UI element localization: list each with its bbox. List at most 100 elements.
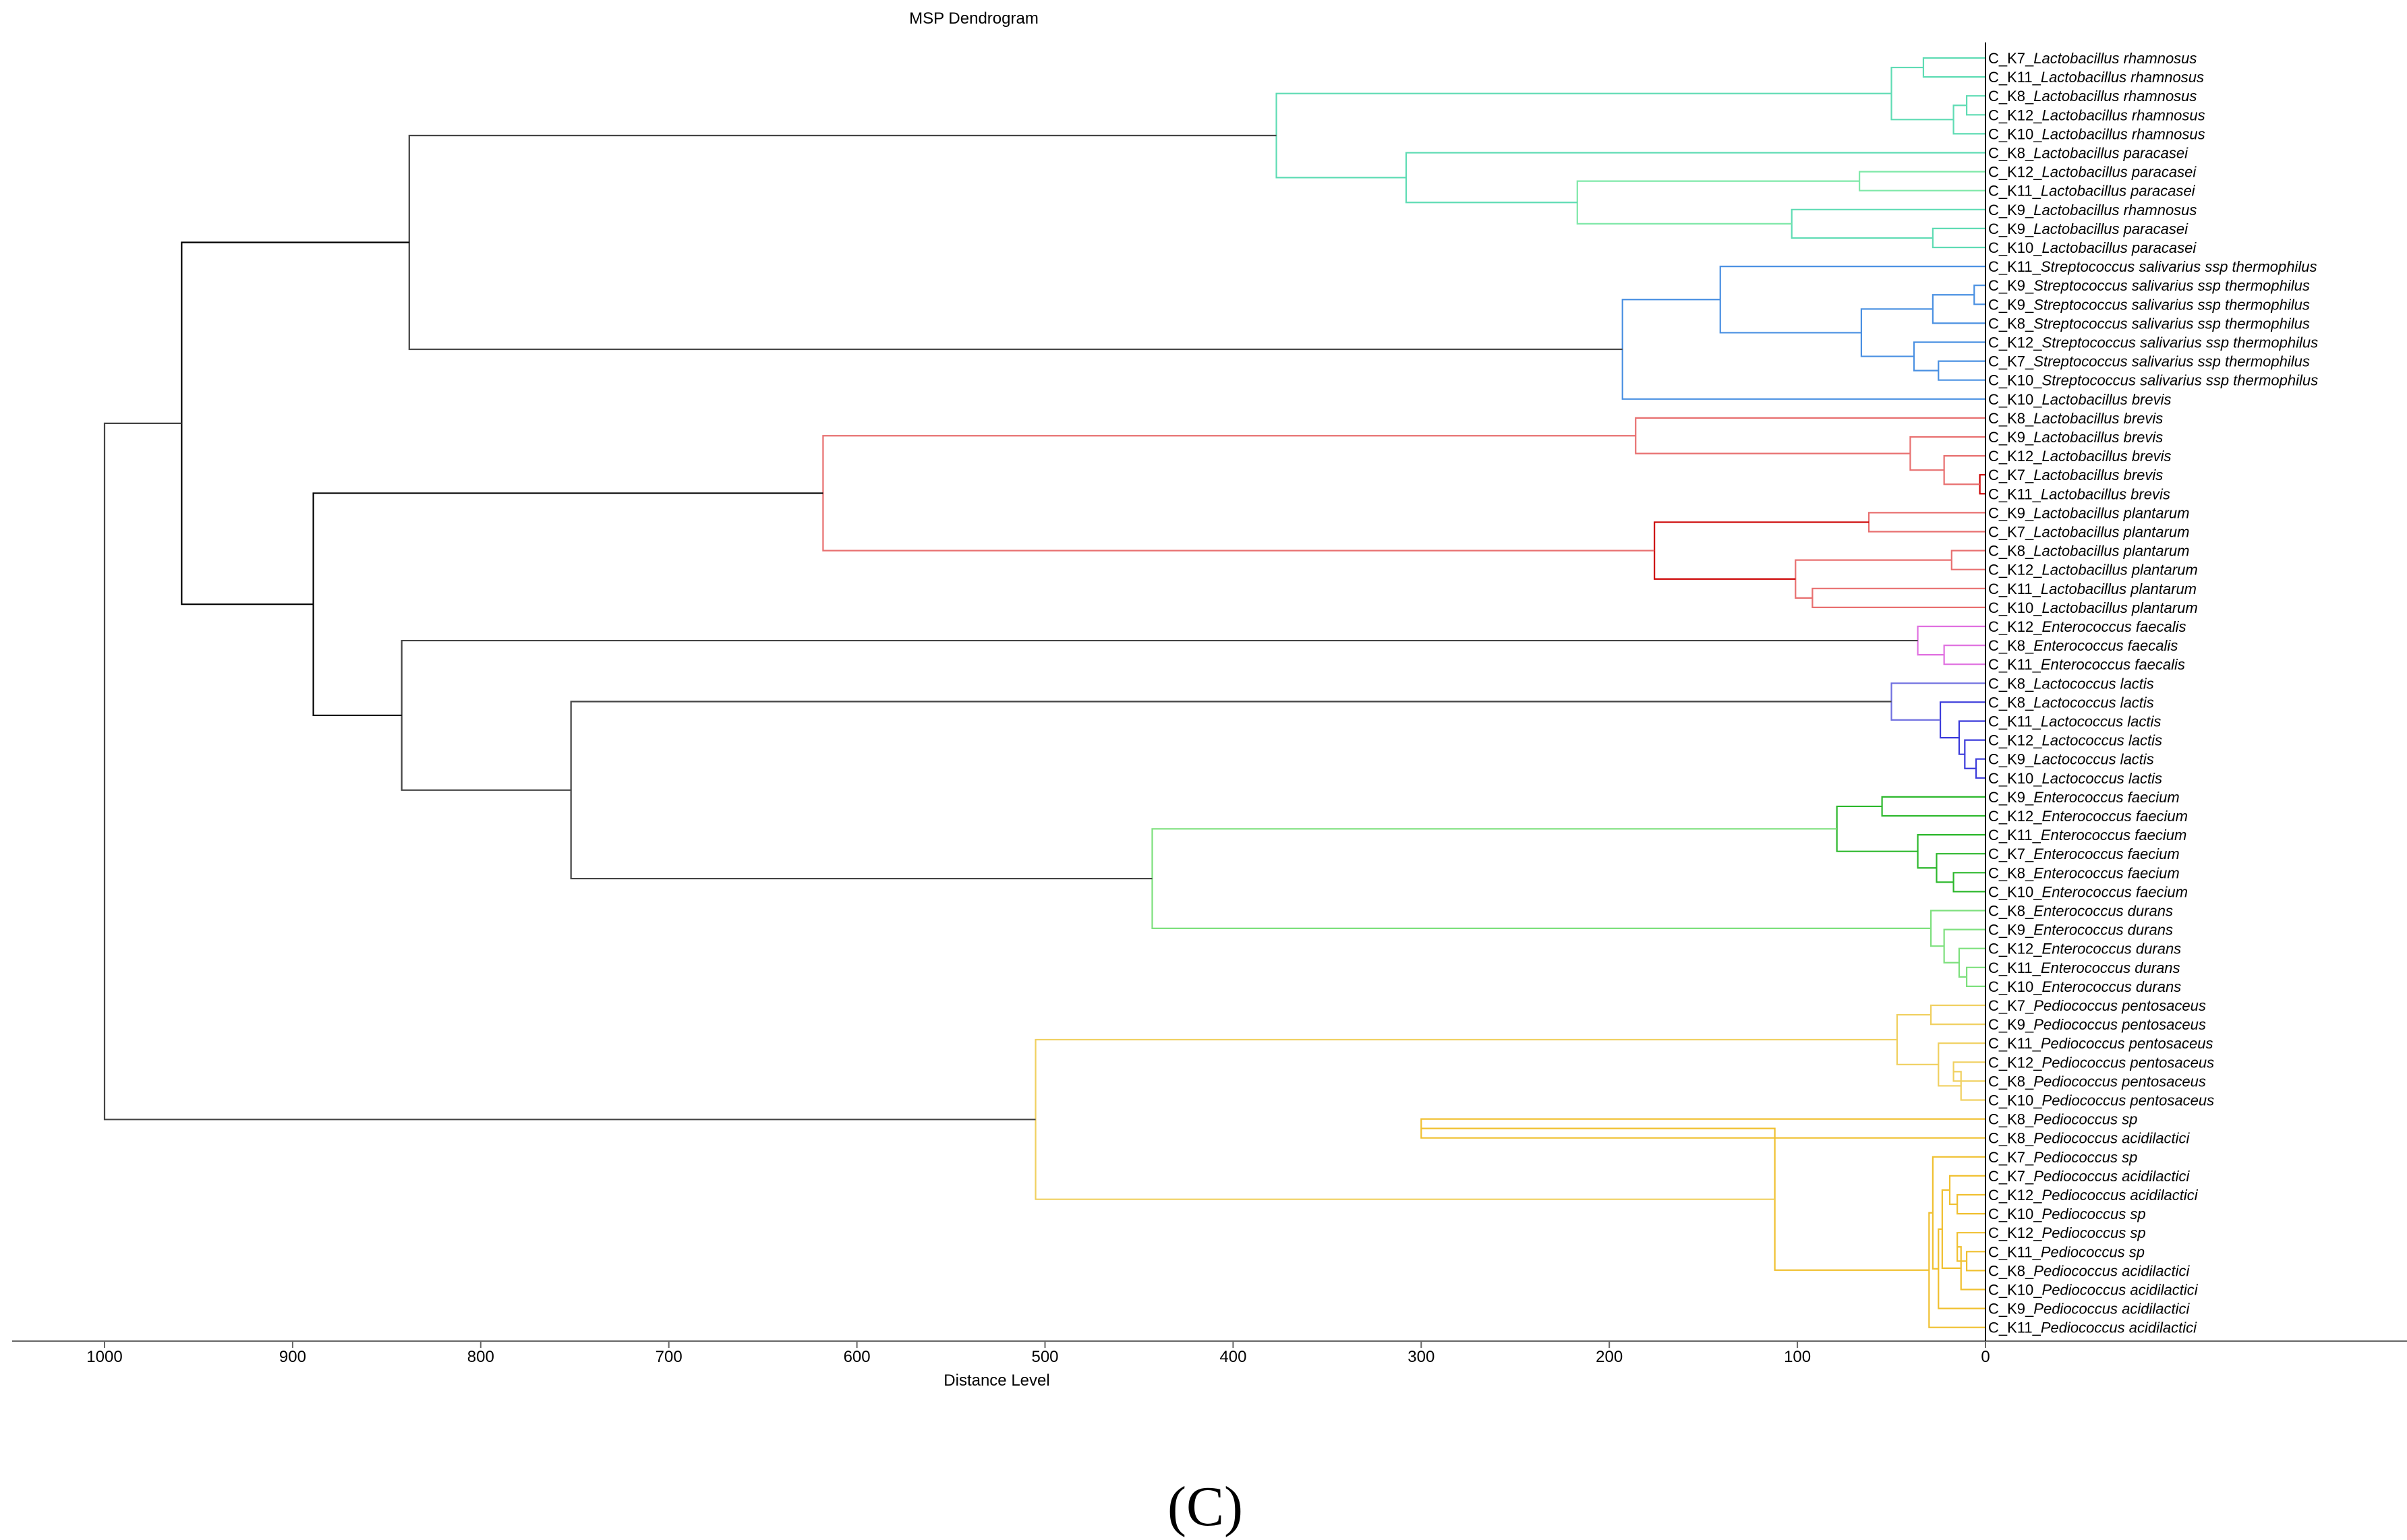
leaf-species-name: Lactobacillus plantarum [2042,562,2198,579]
leaf-label: C_K11_Lactococcus lactis [1988,713,2161,730]
leaf-label: C_K8_Enterococcus faecium [1988,864,2180,881]
x-tick-label: 300 [1408,1348,1434,1366]
dendrogram-branch [1932,227,1985,249]
dendrogram-branch [1654,521,1869,580]
dendrogram-branch [1909,436,1985,471]
leaf-sample-id: C_K8_ [1988,1073,2034,1090]
leaf-species-name: Lactobacillus brevis [2042,391,2172,408]
leaf-sample-id: C_K9_ [1988,202,2034,218]
leaf-label: C_K8_Lactobacillus paracasei [1988,145,2188,162]
leaf-species-name: Streptococcus salivarius ssp thermophilu… [2041,258,2317,275]
leaf-label: C_K9_Lactobacillus brevis [1988,429,2163,446]
leaf-species-name: Streptococcus salivarius ssp thermophilu… [2033,353,2310,370]
leaf-species-name: Enterococcus durans [2042,941,2182,957]
leaf-species-name: Streptococcus salivarius ssp thermophilu… [2042,334,2319,351]
leaf-label: C_K9_Lactococcus lactis [1988,751,2154,768]
leaf-species-name: Lactobacillus plantarum [2042,599,2198,616]
leaf-sample-id: C_K9_ [1988,1301,2034,1317]
leaf-sample-id: C_K10_ [1988,1282,2042,1299]
leaf-label: C_K10_Lactococcus lactis [1988,770,2162,787]
leaf-sample-id: C_K11_ [1988,959,2041,976]
leaf-species-name: Lactobacillus plantarum [2033,543,2189,560]
leaf-label: C_K11_Enterococcus faecalis [1988,656,2185,673]
leaf-label: C_K12_Pediococcus acidilactici [1988,1187,2199,1204]
leaf-sample-id: C_K8_ [1988,88,2034,105]
leaf-sample-id: C_K12_ [1988,808,2042,825]
dendrogram-branch [1943,928,1985,964]
leaf-sample-id: C_K12_ [1988,618,2042,635]
dendrogram-branches [103,57,1985,1328]
chart-title: MSP Dendrogram [909,9,1039,28]
leaf-sample-id: C_K8_ [1988,1130,2034,1147]
dendrogram-branch [401,639,1918,791]
x-tick-label: 800 [467,1348,494,1366]
leaf-label: C_K7_Lactobacillus rhamnosus [1988,50,2197,67]
leaf-species-name: Lactococcus lactis [2041,713,2162,730]
x-tick-label: 400 [1219,1348,1246,1366]
leaf-species-name: Lactobacillus paracasei [2033,145,2188,162]
leaf-label: C_K12_Lactobacillus plantarum [1988,562,2198,579]
leaf-sample-id: C_K10_ [1988,978,2042,995]
leaf-sample-id: C_K8_ [1988,410,2034,427]
leaf-species-name: Pediococcus pentosaceus [2033,997,2206,1014]
leaf-label: C_K11_Lactobacillus paracasei [1988,183,2196,200]
leaf-species-name: Pediococcus sp [2033,1149,2137,1166]
leaf-label: C_K12_Lactobacillus rhamnosus [1988,107,2205,123]
leaf-sample-id: C_K10_ [1988,372,2042,389]
leaf-label: C_K9_Pediococcus pentosaceus [1988,1016,2206,1033]
leaf-sample-id: C_K11_ [1988,183,2041,200]
leaf-sample-id: C_K12_ [1988,1054,2042,1071]
leaf-label: C_K10_Streptococcus salivarius ssp therm… [1988,372,2318,389]
leaf-label: C_K7_Streptococcus salivarius ssp thermo… [1988,353,2310,370]
leaf-species-name: Enterococcus faecalis [2033,637,2178,654]
x-axis: 1000 900 800 700 600 500 400 300 200 100 0 [12,42,2407,1366]
leaf-label: C_K12_Streptococcus salivarius ssp therm… [1988,334,2318,351]
leaf-sample-id: C_K11_ [1988,827,2041,843]
leaf-label: C_K10_Enterococcus faecium [1988,883,2188,900]
leaf-label: C_K11_Lactobacillus brevis [1988,485,2170,502]
dendrogram-branch [1952,105,1985,135]
leaf-label: C_K8_Lactococcus lactis [1988,675,2154,692]
dendrogram-branch [312,492,823,717]
leaf-label: C_K12_Enterococcus durans [1988,941,2181,957]
leaf-species-name: Pediococcus pentosaceus [2042,1092,2215,1109]
leaf-sample-id: C_K10_ [1988,239,2042,256]
leaf-label: C_K12_Lactobacillus paracasei [1988,164,2197,181]
leaf-label: C_K9_Lactobacillus paracasei [1988,220,2188,237]
leaf-species-name: Pediococcus sp [2042,1206,2146,1222]
leaf-species-name: Lactobacillus paracasei [2042,164,2197,181]
leaf-species-name: Lactococcus lactis [2033,675,2154,692]
leaf-species-name: Lactobacillus rhamnosus [2033,50,2197,67]
leaf-label: C_K10_Lactobacillus paracasei [1988,239,2197,256]
leaf-sample-id: C_K8_ [1988,543,2034,560]
dendrogram-branch [103,422,1036,1121]
leaf-species-name: Enterococcus faecium [2042,808,2188,825]
leaf-label: C_K8_Pediococcus sp [1988,1111,2137,1128]
dendrogram-branch [1966,1251,1985,1272]
leaf-label: C_K10_Pediococcus pentosaceus [1988,1092,2214,1109]
leaf-sample-id: C_K11_ [1988,656,2041,673]
x-tick-label: 200 [1596,1348,1623,1366]
leaf-label: C_K9_Streptococcus salivarius ssp thermo… [1988,296,2310,313]
dendrogram-branch [1859,171,1985,191]
leaf-species-name: Pediococcus sp [2033,1111,2137,1128]
leaf-species-name: Enterococcus faecium [2041,827,2186,843]
leaf-sample-id: C_K9_ [1988,751,2034,768]
leaf-sample-id: C_K10_ [1988,1206,2042,1222]
dendrogram-branch [1966,966,1985,988]
dendrogram-branch [1936,853,1985,883]
leaf-label: C_K11_Pediococcus acidilactici [1988,1320,2197,1336]
leaf-sample-id: C_K12_ [1988,448,2042,465]
dendrogram-branch [1979,474,1985,495]
leaf-species-name: Lactobacillus brevis [2042,448,2172,465]
leaf-label: C_K9_Enterococcus faecium [1988,789,2180,806]
leaf-label: C_K11_Pediococcus sp [1988,1243,2145,1260]
dendrogram-branch [1948,1175,1985,1206]
dendrogram-branch [1867,512,1985,533]
leaf-sample-id: C_K7_ [1988,467,2034,483]
dendrogram-branch [1938,1042,1985,1087]
leaf-species-name: Enterococcus faecalis [2041,656,2185,673]
leaf-sample-id: C_K9_ [1988,296,2034,313]
leaf-sample-id: C_K10_ [1988,599,2042,616]
